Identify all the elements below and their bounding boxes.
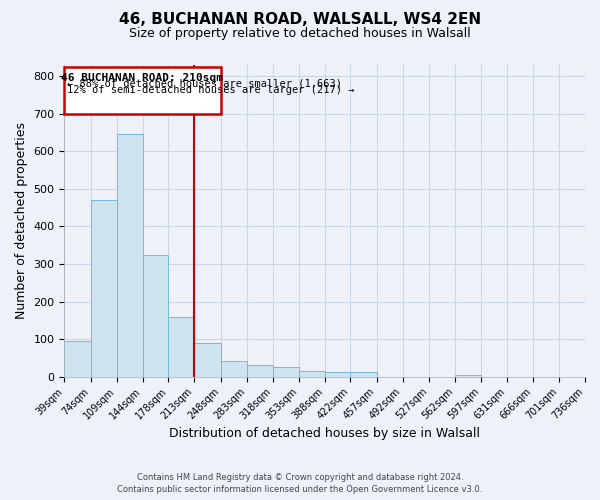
- Text: 12% of semi-detached houses are larger (217) →: 12% of semi-detached houses are larger (…: [67, 86, 355, 96]
- Bar: [273, 368, 299, 376]
- Bar: [350, 372, 377, 376]
- Bar: [247, 366, 273, 376]
- Y-axis label: Number of detached properties: Number of detached properties: [15, 122, 28, 320]
- Bar: [64, 341, 91, 376]
- FancyBboxPatch shape: [64, 67, 221, 114]
- Bar: [143, 254, 168, 376]
- X-axis label: Distribution of detached houses by size in Walsall: Distribution of detached houses by size …: [169, 427, 480, 440]
- Bar: [299, 372, 325, 376]
- Bar: [91, 200, 116, 376]
- Text: ← 88% of detached houses are smaller (1,663): ← 88% of detached houses are smaller (1,…: [67, 79, 343, 89]
- Text: 46 BUCHANAN ROAD: 210sqm: 46 BUCHANAN ROAD: 210sqm: [61, 72, 223, 83]
- Text: 46, BUCHANAN ROAD, WALSALL, WS4 2EN: 46, BUCHANAN ROAD, WALSALL, WS4 2EN: [119, 12, 481, 28]
- Bar: [325, 372, 350, 376]
- Text: Contains HM Land Registry data © Crown copyright and database right 2024.
Contai: Contains HM Land Registry data © Crown c…: [118, 472, 482, 494]
- Text: Size of property relative to detached houses in Walsall: Size of property relative to detached ho…: [129, 28, 471, 40]
- Bar: [194, 343, 221, 376]
- Bar: [116, 134, 143, 376]
- Bar: [168, 316, 194, 376]
- Bar: [221, 360, 247, 376]
- Bar: [455, 375, 481, 376]
